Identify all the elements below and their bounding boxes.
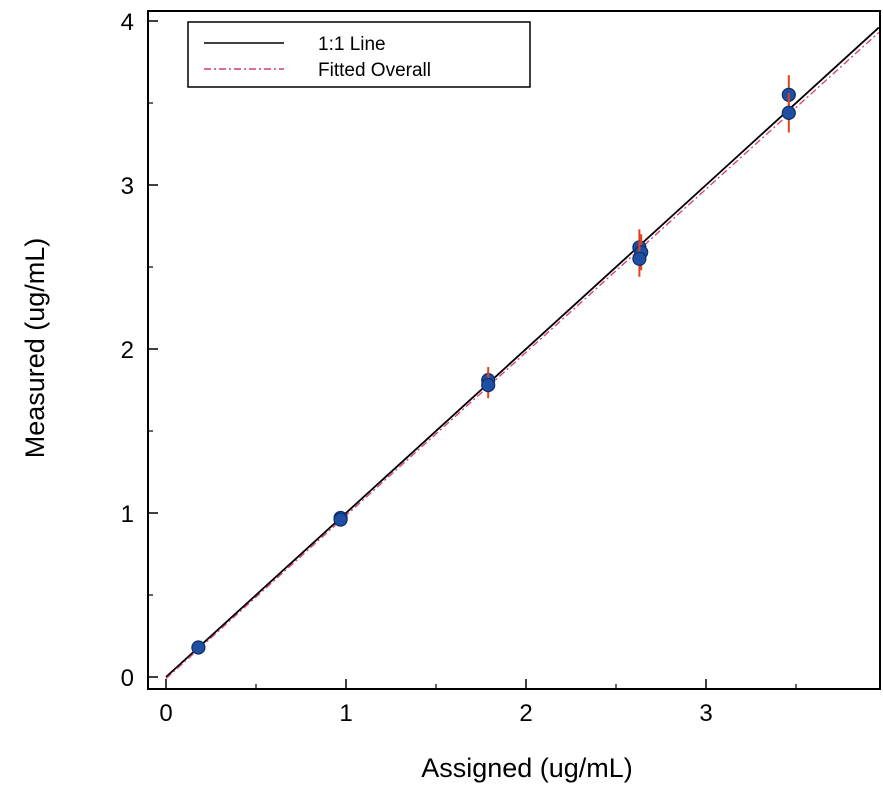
plot-frame (147, 10, 881, 690)
data-point (632, 251, 647, 266)
y-tick-label: 3 (121, 173, 134, 200)
x-tick-label: 1 (339, 700, 352, 727)
legend: 1:1 Line Fitted Overall (187, 21, 531, 88)
data-point (191, 640, 206, 655)
legend-label-1to1: 1:1 Line (318, 34, 386, 55)
y-tick-label: 1 (121, 501, 134, 528)
x-tick-label: 3 (699, 700, 712, 727)
y-tick-label: 4 (121, 9, 134, 36)
data-point (781, 105, 796, 120)
y-axis-title: Measured (ug/mL) (20, 238, 50, 459)
legend-label-fitted: Fitted Overall (318, 60, 431, 81)
x-tick-label: 2 (519, 700, 532, 727)
y-tick-label: 0 (121, 665, 134, 692)
data-point (481, 377, 496, 393)
x-axis-title: Assigned (ug/mL) (421, 753, 633, 783)
series-lines (165, 26, 880, 680)
x-tick-label: 0 (159, 700, 172, 727)
axis-ticks: 0 1 2 3 0 1 2 3 4 (121, 9, 797, 727)
legend-box (187, 21, 531, 88)
one-to-one-line (165, 26, 880, 678)
fitted-overall-line (165, 31, 880, 680)
data-point (333, 512, 348, 527)
y-tick-label: 2 (121, 337, 134, 364)
data-points (191, 75, 796, 655)
